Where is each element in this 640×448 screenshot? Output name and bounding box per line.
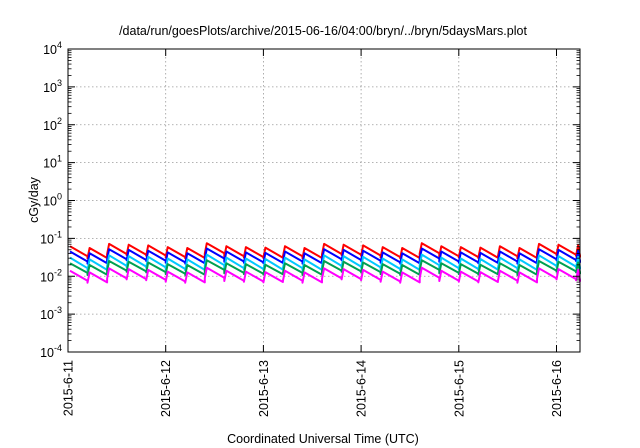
y-tick-label: 10-1 bbox=[40, 229, 62, 246]
y-tick-label: 10-3 bbox=[40, 305, 62, 322]
series-line-4 bbox=[69, 259, 581, 276]
x-tick-label: 2015-6-11 bbox=[62, 360, 76, 416]
y-tick-label: 10-4 bbox=[40, 343, 62, 360]
x-tick-label: 2015-6-13 bbox=[257, 360, 271, 417]
y-tick-label: 10-2 bbox=[40, 267, 62, 284]
y-tick-label: 102 bbox=[43, 116, 62, 133]
y-tick-label: 100 bbox=[43, 192, 62, 209]
series-line-1 bbox=[69, 242, 581, 260]
series-group bbox=[69, 242, 581, 284]
y-tick-labels: 10-4 10-3 10-2 10-1 100 101 102 103 104 bbox=[40, 40, 62, 360]
y-axis-label: cGy/day bbox=[27, 176, 41, 223]
series-line-2 bbox=[69, 247, 581, 265]
series-line-3 bbox=[69, 253, 581, 272]
x-tick-label: 2015-6-15 bbox=[452, 360, 466, 417]
x-tick-label: 2015-6-16 bbox=[550, 360, 564, 417]
series-line-5 bbox=[69, 266, 581, 284]
y-tick-label: 101 bbox=[43, 154, 62, 171]
x-tick-label: 2015-6-14 bbox=[355, 360, 369, 417]
ticks bbox=[67, 48, 580, 353]
x-tick-labels: 2015-6-11 2015-6-12 2015-6-13 2015-6-14 2015… bbox=[62, 360, 565, 417]
grid bbox=[68, 49, 580, 352]
x-tick-label: 2015-6-12 bbox=[159, 360, 173, 417]
x-axis-label: Coordinated Universal Time (UTC) bbox=[227, 432, 419, 446]
chart-title: /data/run/goesPlots/archive/2015-06-16/0… bbox=[119, 24, 527, 38]
y-tick-label: 104 bbox=[43, 40, 62, 57]
y-tick-label: 103 bbox=[43, 78, 62, 95]
